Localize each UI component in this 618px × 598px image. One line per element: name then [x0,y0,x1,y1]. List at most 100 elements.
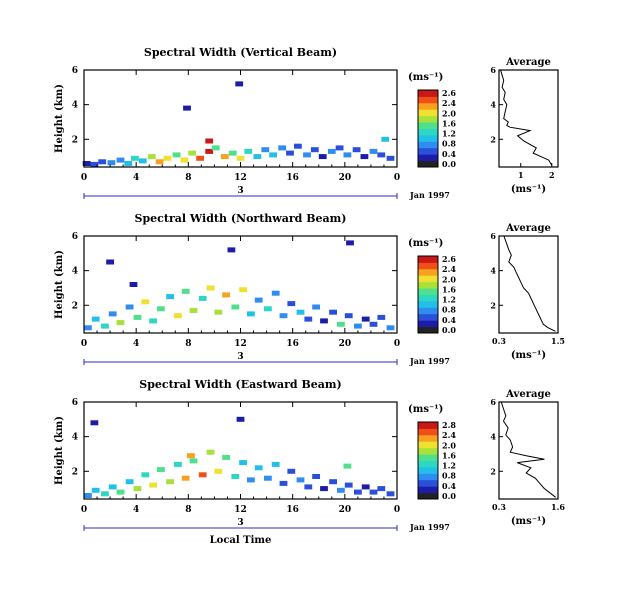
average-title: Average [505,57,551,68]
colorbar-unit: (ms⁻¹) [408,404,443,415]
heatmap-cell [220,154,229,160]
day-label: 3 [237,186,243,196]
heatmap-cell [141,472,150,478]
heatmap-cell [271,461,280,467]
heatmap-cell [90,161,99,167]
colorbar-tick-label: 2.0 [442,108,456,118]
y-tick-label: 6 [72,398,78,408]
colorbar-swatch [418,262,438,270]
heatmap-cell [361,484,370,490]
heatmap-cell [278,145,287,151]
average-profile-line [503,235,556,332]
heatmap-cell [386,155,395,161]
average-y-tick-label: 6 [490,65,496,75]
colorbar-tick-label: 2.6 [442,254,456,264]
heatmap-cell [228,150,237,156]
heatmap-cell [312,304,320,310]
heatmap-cell [287,468,296,474]
chart-title: Spectral Width (Eastward Beam) [139,378,341,391]
heatmap-cell [189,458,198,464]
heatmap-cell [294,143,302,149]
colorbar-swatch [418,479,438,487]
panel-2: Spectral Width (Eastward Beam)0 4 8 12 16 20 0… [54,378,565,546]
heatmap-cell [116,320,125,326]
x-tick-label: 20 [339,173,352,183]
day-label: 3 [237,352,243,362]
heatmap-cell [312,474,320,479]
heatmap-cell [254,297,263,303]
heatmap-cell [141,299,150,305]
heatmap-cell [320,318,328,324]
y-axis-label: Height (km) [54,416,65,485]
heatmap-cell [107,160,116,166]
average-x-label: (ms⁻¹) [511,516,546,527]
heatmap-cell [124,161,133,166]
x-tick-label: 12 [234,505,247,515]
y-axis-label: Height (km) [54,84,65,153]
x-tick-label: 8 [185,173,191,183]
heatmap-cell [181,475,190,481]
y-tick-label: 2 [72,301,78,311]
heatmap-cell [318,154,327,160]
colorbar-tick-label: 2.8 [442,420,456,430]
y-tick-label: 4 [72,267,78,277]
heatmap-cell [310,147,319,153]
heatmap-cell [149,318,157,324]
colorbar-unit: (ms⁻¹) [408,72,443,83]
heatmap-cell [106,259,114,265]
heatmap-cell [91,316,100,322]
colorbar-swatch [418,281,438,289]
heatmap-cell [149,482,157,488]
heatmap-cell [147,154,156,160]
heatmap-cell [236,416,245,422]
average-profile-line [500,401,557,498]
colorbar-tick-label: 2.0 [442,440,456,450]
heatmap-cell [166,479,174,485]
colorbar-tick-label: 2.4 [442,264,456,274]
colorbar-unit: (ms⁻¹) [408,238,443,249]
heatmap-cell [286,150,294,156]
x-axis-label: Local Time [210,535,272,546]
heatmap-cell [174,461,182,467]
heatmap-cell [244,148,253,154]
x-tick-label: 8 [185,505,191,515]
average-x-tick-label: 1.5 [551,336,565,346]
heatmap-cell [377,314,386,320]
colorbar-tick-label: 1.2 [442,295,456,305]
heatmap-cell [303,152,311,158]
colorbar-tick-label: 0.0 [442,325,456,335]
average-x-tick-label: 1 [518,170,524,180]
heatmap-cell [247,311,255,317]
colorbar-swatch [418,466,438,474]
heatmap-cell [125,479,134,485]
heatmap-cell [354,489,362,495]
heatmap-cell [271,290,280,296]
colorbar-swatch [418,300,438,308]
colorbar-swatch [418,141,438,149]
colorbar-swatch [418,473,438,481]
x-tick-label: 16 [286,339,299,349]
colorbar-tick-label: 1.2 [442,129,456,139]
y-tick-label: 6 [72,66,78,76]
x-tick-label: 12 [234,339,247,349]
colorbar-tick-label: 2.6 [442,88,456,98]
heatmap-cell [386,491,395,497]
colorbar-tick-label: 1.6 [442,118,456,128]
colorbar-tick-label: 0.4 [442,481,456,491]
heatmap-cell [377,486,386,492]
heatmap-cell [269,152,277,158]
heatmap-cell [214,468,223,474]
colorbar-swatch [418,268,438,276]
heatmap-cell [279,480,288,486]
average-y-tick-label: 6 [490,397,496,407]
heatmap-cell [247,477,255,483]
heatmap-cell [264,475,272,481]
heatmap-cell [222,454,230,460]
heatmap-cell [90,420,99,426]
x-tick-label: 0 [81,173,87,183]
heatmap-cell [327,148,336,154]
heatmap-cell [335,145,344,151]
heatmap-cell [198,295,207,301]
heatmap-cell [329,479,337,485]
colorbar-swatch [418,326,438,334]
